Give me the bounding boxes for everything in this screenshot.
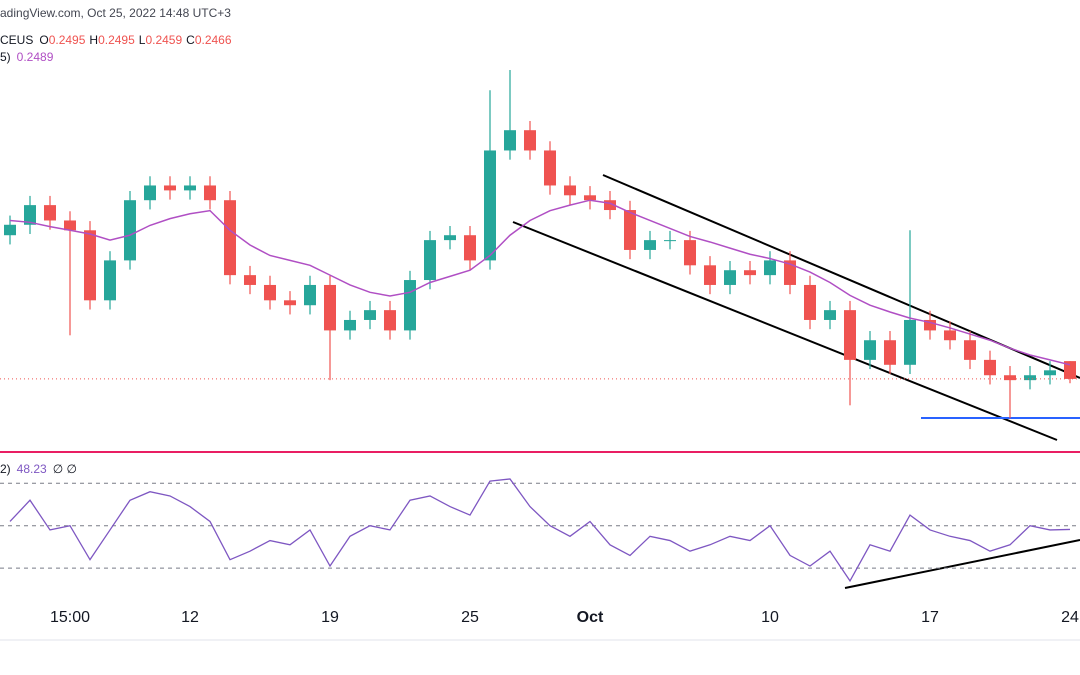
rsi-line: [9, 478, 1071, 583]
candle-body: [244, 275, 256, 285]
rsi-name: 2): [0, 462, 11, 476]
candle-body: [124, 200, 136, 261]
candle-body: [64, 220, 76, 231]
candle-body: [664, 240, 676, 242]
candle-body: [724, 270, 736, 285]
candle-body: [4, 224, 16, 236]
x-tick-label: 17: [921, 609, 939, 626]
x-tick-label: 10: [761, 609, 779, 626]
source: adingView.com, Oct 25, 2022 14:48 UTC+3: [0, 6, 231, 20]
rsi-legend: 2) 48.23 ∅ ∅: [0, 462, 77, 476]
candle-body: [1044, 370, 1056, 376]
candle-body: [284, 300, 296, 306]
candle-body: [404, 280, 416, 331]
ohlc-label: H: [89, 33, 98, 47]
candle-body: [264, 284, 276, 301]
rsi-value: 48.23: [17, 462, 47, 476]
ohlc-label: O: [39, 33, 48, 47]
candle-body: [1004, 375, 1016, 381]
x-tick-label: 25: [461, 609, 479, 626]
candle-body: [1024, 375, 1036, 381]
candle-body: [304, 284, 316, 306]
candle-body: [484, 150, 496, 261]
symbol-legend: CEUS O0.2495 H0.2495 L0.2459 C0.2466: [0, 33, 232, 47]
ohlc-value: 0.2459: [145, 33, 182, 47]
candle-body: [24, 205, 36, 225]
candle-body: [644, 240, 656, 250]
candle-body: [984, 359, 996, 376]
candle-body: [844, 310, 856, 360]
candle-body: [104, 260, 116, 301]
candle-body: [544, 150, 556, 186]
candle-body: [144, 185, 156, 201]
candle-body: [864, 340, 876, 360]
ohlc-value: 0.2495: [49, 33, 86, 47]
ohlc-value: 0.2495: [98, 33, 135, 47]
channel-lower: [512, 221, 1058, 441]
candle-body: [324, 284, 336, 331]
candle-body: [224, 200, 236, 276]
x-tick-label: 12: [181, 609, 199, 626]
rsi-suffix: ∅ ∅: [53, 462, 77, 476]
ohlc-label: C: [186, 33, 195, 47]
candle-body: [384, 310, 396, 331]
candle-body: [564, 185, 576, 196]
candle-body: [464, 235, 476, 261]
candle-body: [584, 195, 596, 201]
candle-body: [164, 185, 176, 191]
x-tick-label: Oct: [577, 609, 604, 626]
moving-average: [9, 199, 1071, 366]
candle-body: [744, 270, 756, 276]
candle-body: [444, 235, 456, 241]
candle-body: [924, 319, 936, 331]
candle-body: [184, 185, 196, 191]
candle-body: [704, 265, 716, 285]
candle-body: [684, 240, 696, 266]
candle-body: [524, 130, 536, 151]
candle-body: [964, 340, 976, 360]
candle-body: [944, 330, 956, 341]
candle-body: [884, 340, 896, 365]
ma-value: 0.2489: [17, 50, 54, 64]
candle-body: [84, 230, 96, 301]
candle-body: [44, 205, 56, 221]
candle-body: [504, 130, 516, 151]
candle-body: [824, 310, 836, 320]
ohlc-value: 0.2466: [195, 33, 232, 47]
candle-body: [784, 260, 796, 285]
ma-legend: 5) 0.2489: [0, 50, 54, 64]
plot: [0, 70, 1080, 583]
x-tick-label: 15:00: [50, 609, 90, 626]
candle-body: [204, 185, 216, 201]
ma-name: 5): [0, 50, 11, 64]
symbol: CEUS: [0, 33, 33, 47]
candle-body: [1064, 361, 1076, 379]
candle-body: [604, 200, 616, 211]
candle-body: [424, 240, 436, 281]
candle-body: [904, 319, 916, 365]
candle-body: [364, 310, 376, 320]
candle-body: [624, 210, 636, 250]
candle-body: [764, 260, 776, 276]
x-tick-label: 24: [1061, 609, 1079, 626]
rsi-trendline: [844, 539, 1080, 589]
ohlc-label: L: [139, 33, 146, 47]
x-tick-label: 19: [321, 609, 339, 626]
candle-body: [344, 319, 356, 331]
candle-body: [804, 284, 816, 320]
